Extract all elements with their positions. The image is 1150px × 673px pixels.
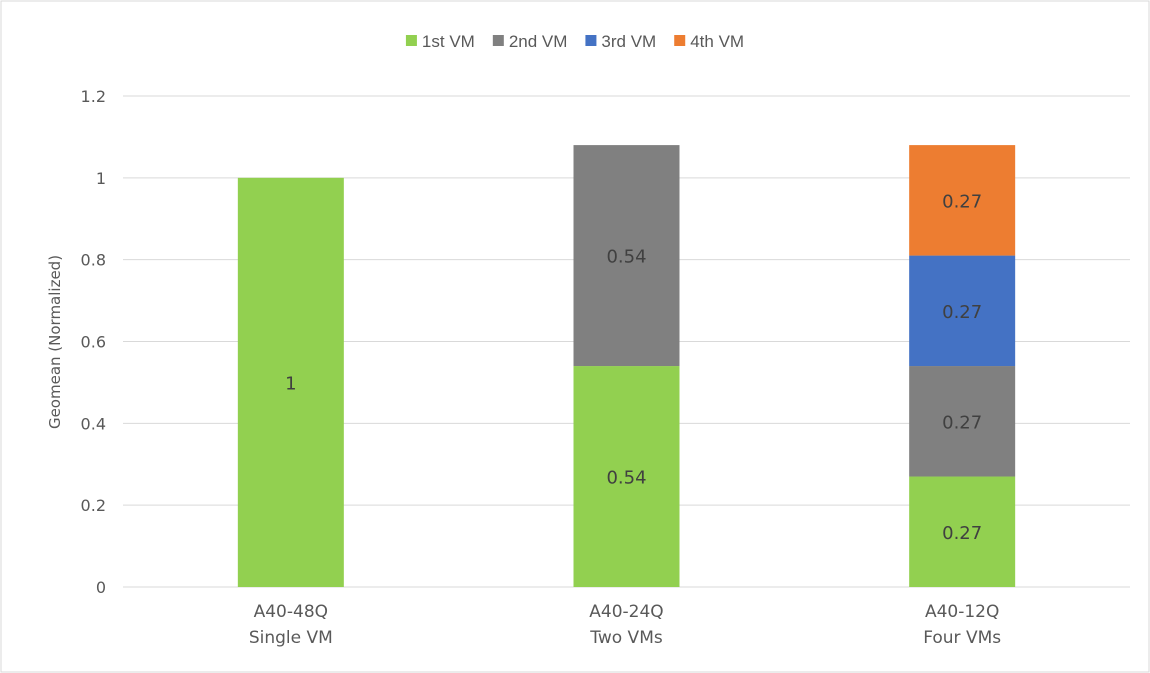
data-label: 0.54 (606, 247, 646, 268)
data-labels: 1 0.54 0.54 0.27 0.27 0.27 0.27 (285, 191, 982, 543)
y-tick-label: 1 (96, 169, 106, 188)
y-tick-label: 0.8 (81, 251, 106, 270)
bar-segment (909, 145, 1016, 256)
x-category-label: Single VM (249, 628, 333, 648)
x-category-label: Two VMs (589, 628, 663, 648)
bar-segment (909, 255, 1016, 367)
y-tick-label: 0.2 (81, 496, 106, 515)
y-axis-ticks: 0 0.2 0.4 0.6 0.8 1 1.2 (81, 87, 106, 597)
legend-swatch (492, 35, 504, 46)
bar-segment (573, 366, 680, 587)
data-label: 0.27 (942, 412, 982, 433)
x-axis-categories: A40-48Q Single VM A40-24Q Two VMs A40-12Q Fou… (249, 602, 1001, 648)
bar-segment (573, 145, 680, 367)
bar-segment (909, 366, 1016, 477)
bar-segment (237, 177, 344, 588)
x-category-label: Four VMs (923, 628, 1001, 648)
y-tick-label: 0 (96, 578, 106, 597)
legend-swatch (405, 35, 417, 46)
x-category-label: A40-24Q (589, 602, 663, 622)
bars (237, 145, 1016, 588)
legend-entry: 2nd VM (509, 32, 568, 51)
y-axis-label: Geomean (Normalized) (46, 255, 64, 429)
x-category-label: A40-48Q (254, 602, 328, 622)
legend-entry: 4th VM (690, 32, 744, 51)
y-tick-label: 0.6 (81, 333, 106, 352)
legend-swatch (585, 35, 597, 46)
bar-segment (909, 476, 1016, 587)
y-tick-label: 0.4 (81, 414, 106, 433)
data-label: 0.27 (942, 302, 982, 323)
data-label: 1 (285, 373, 296, 394)
legend-entry: 1st VM (422, 32, 475, 51)
y-tick-label: 1.2 (81, 87, 106, 106)
legend-swatch (674, 35, 686, 46)
data-label: 0.27 (942, 191, 982, 212)
legend-entry: 3rd VM (601, 32, 656, 51)
data-label: 0.54 (606, 468, 646, 489)
x-category-label: A40-12Q (925, 602, 999, 622)
legend: 1st VM 2nd VM 3rd VM 4th VM (405, 32, 744, 51)
data-label: 0.27 (942, 523, 982, 544)
